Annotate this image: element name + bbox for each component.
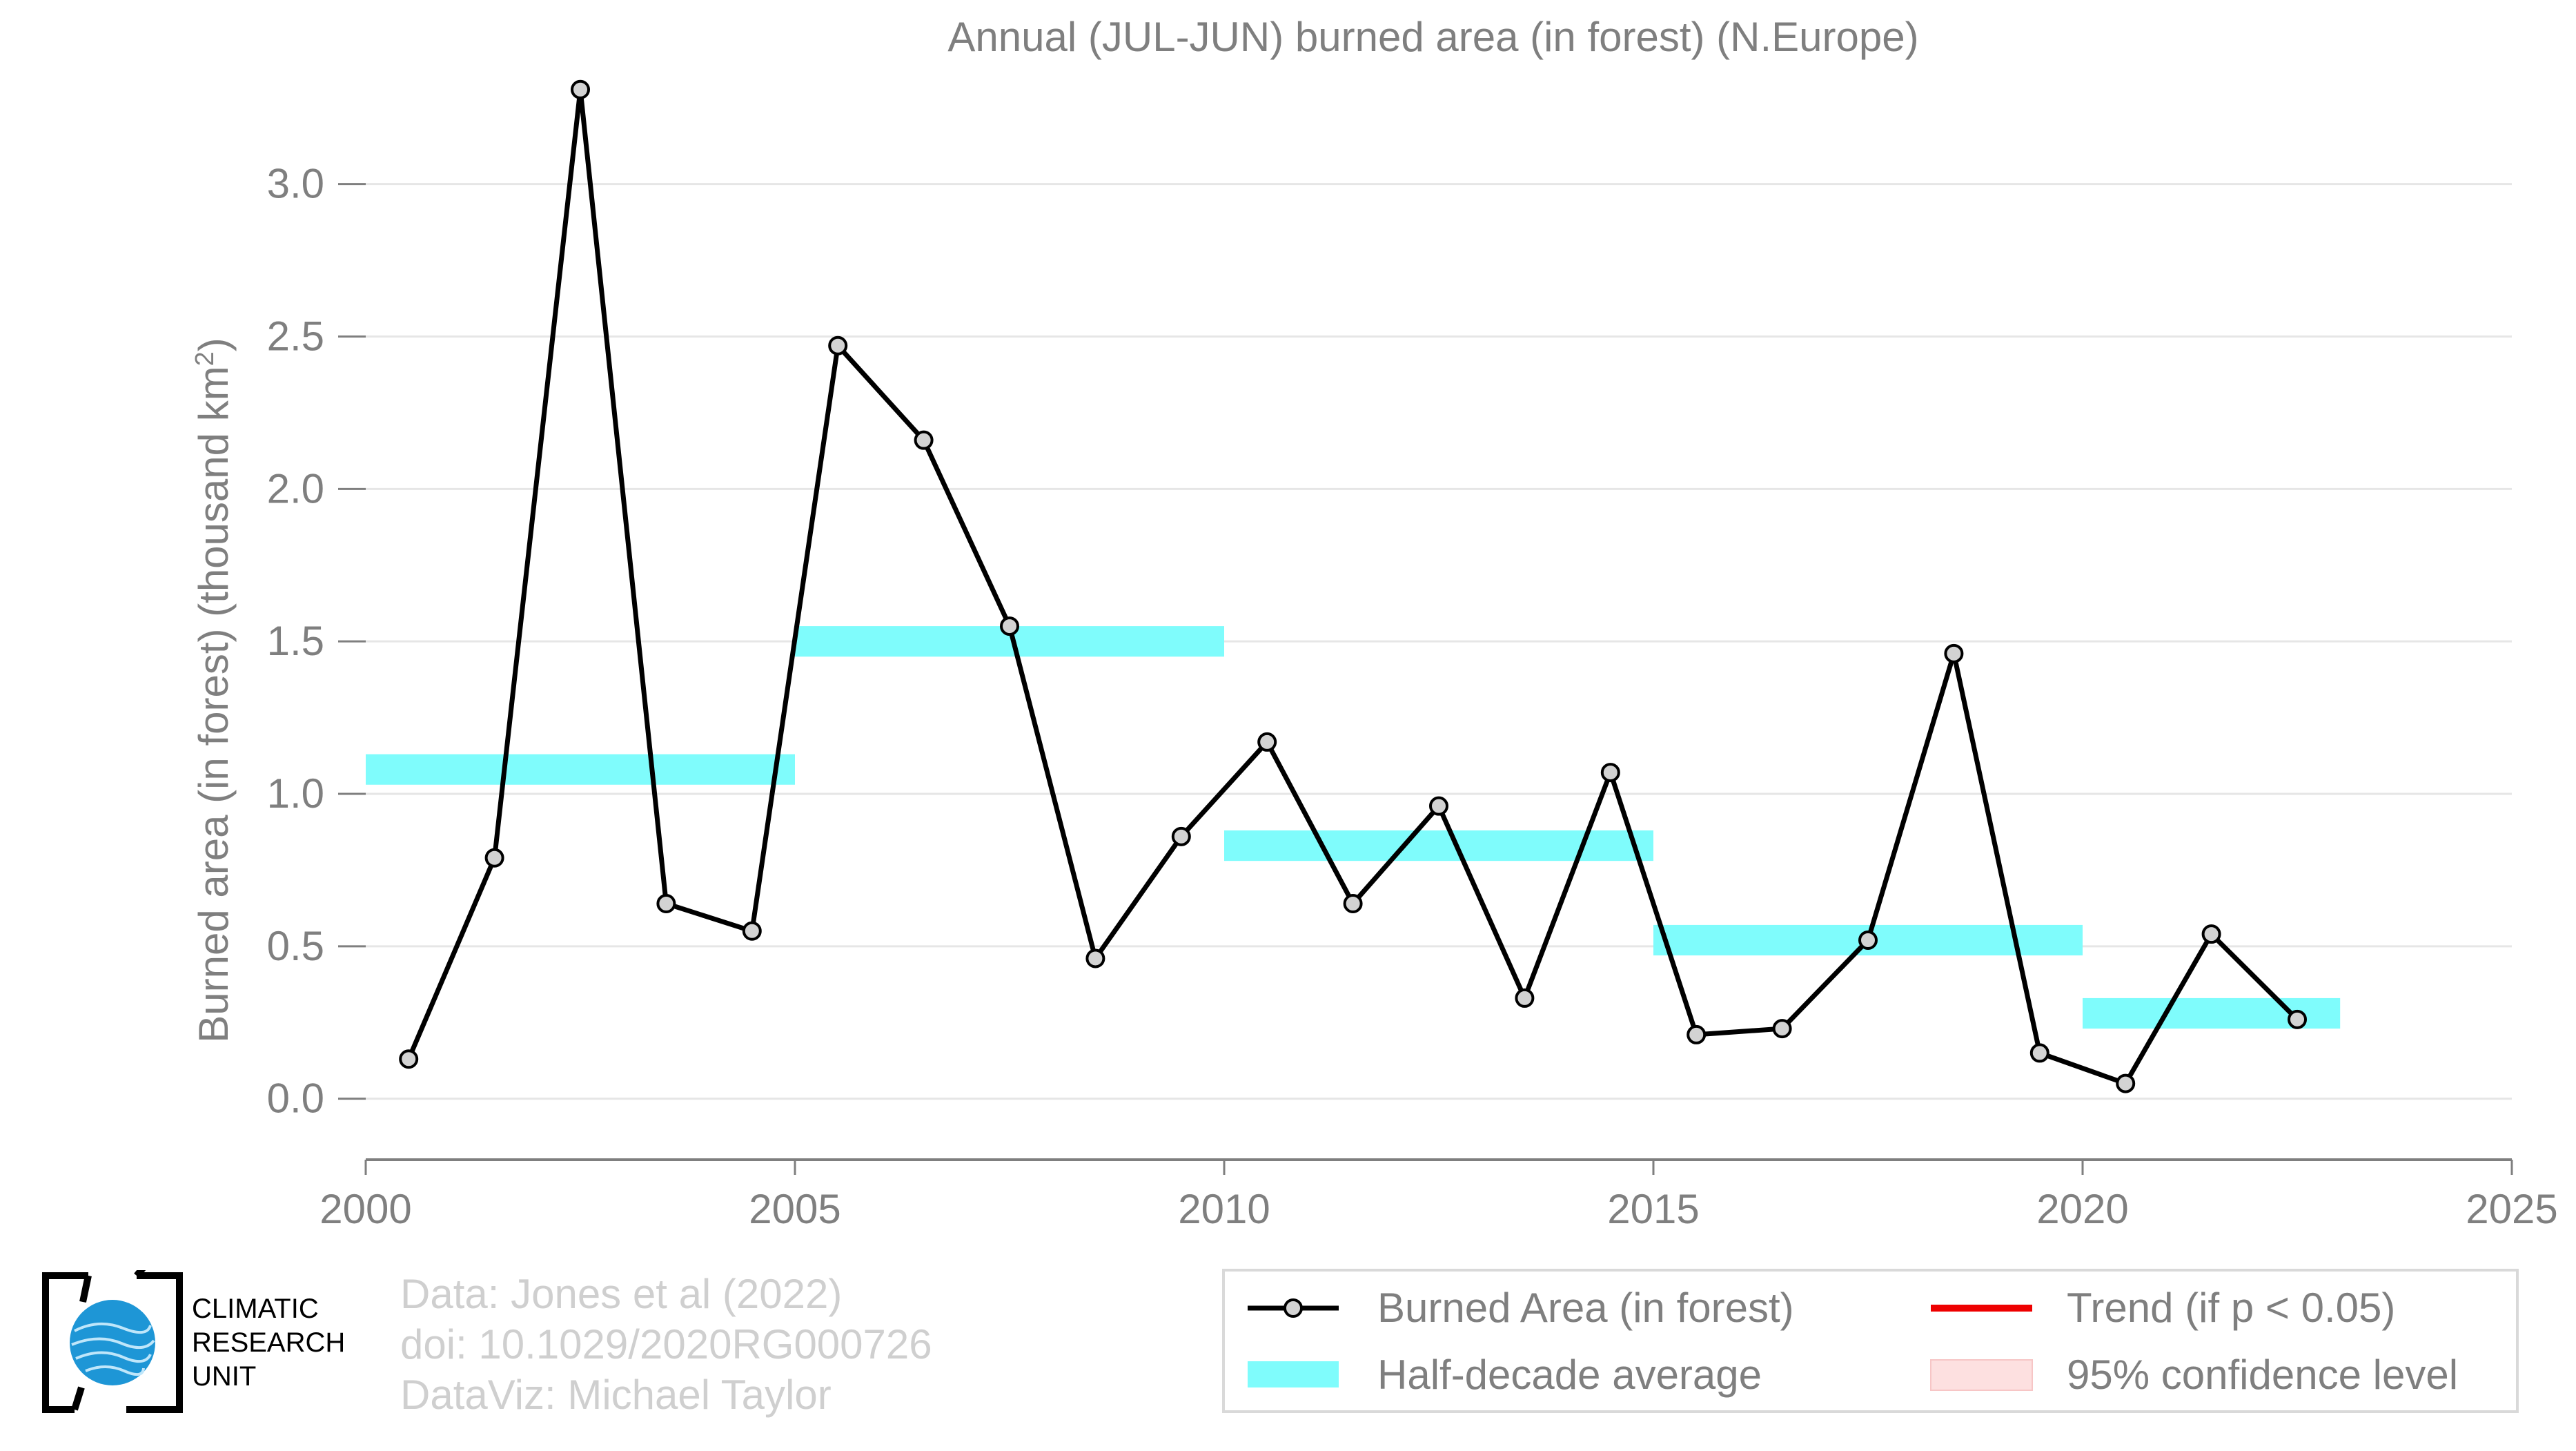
cru-logo-mark xyxy=(42,1270,183,1413)
axes: 0.0 0.5 1.0 1.5 2.0 2.5 3.0 2000 2005 2010 2015 202… xyxy=(267,161,2558,1232)
y-tick-label: 0.0 xyxy=(267,1075,324,1122)
legend-line-marker-point xyxy=(1284,1298,1303,1318)
legend-label-burned-area: Burned Area (in forest) xyxy=(1377,1285,1794,1331)
legend-frame xyxy=(1222,1269,2519,1413)
legend-label-confidence: 95% confidence level xyxy=(2067,1352,2458,1398)
data-point xyxy=(1257,732,1277,752)
y-axis-label-close: ) xyxy=(190,338,237,351)
half-decade-bands xyxy=(366,626,2341,1029)
x-tick-label: 2010 xyxy=(1178,1186,1270,1232)
legend-half-decade-swatch xyxy=(1248,1361,1339,1387)
chart-title: Annual (JUL-JUN) burned area (in forest)… xyxy=(947,14,1918,60)
data-point xyxy=(2201,924,2221,944)
y-tick-label: 1.5 xyxy=(267,618,324,664)
credit-dataviz: DataViz: Michael Taylor xyxy=(400,1372,832,1418)
x-tick-label: 2000 xyxy=(319,1186,411,1232)
y-tick-label: 3.0 xyxy=(267,161,324,207)
data-point xyxy=(656,894,676,913)
y-tick-label: 0.5 xyxy=(267,923,324,969)
data-point xyxy=(1687,1024,1707,1044)
legend-label-half-decade: Half-decade average xyxy=(1377,1352,1762,1398)
data-point xyxy=(1944,643,1964,663)
cru-logo-line2: RESEARCH xyxy=(192,1327,346,1358)
data-point xyxy=(1085,948,1105,968)
x-tick-label: 2005 xyxy=(749,1186,840,1232)
data-point xyxy=(399,1049,419,1069)
cru-logo-line3: UNIT xyxy=(192,1361,257,1392)
legend: Burned Area (in forest) Trend (if p < 0.… xyxy=(1222,1269,2519,1413)
x-tick-label: 2015 xyxy=(1607,1186,1699,1232)
data-point xyxy=(1343,894,1363,913)
data-point xyxy=(742,921,762,941)
y-axis-label-main: Burned area (in forest) (thousand km xyxy=(190,366,237,1042)
data-point xyxy=(1429,796,1448,816)
data-point xyxy=(484,848,504,868)
x-tick-label: 2020 xyxy=(2036,1186,2128,1232)
y-tick-label: 2.0 xyxy=(267,465,324,512)
half-decade-band xyxy=(366,754,795,785)
series-burned-area xyxy=(399,79,2307,1093)
grid-lines xyxy=(366,183,2512,1100)
credit-data-source: Data: Jones et al (2022) xyxy=(400,1271,843,1317)
cru-logo: CLIMATIC RESEARCH UNIT xyxy=(40,1270,364,1415)
y-axis-label-superscript: 2 xyxy=(190,351,219,366)
data-point xyxy=(1772,1019,1792,1039)
y-tick-label: 1.0 xyxy=(267,770,324,817)
data-point xyxy=(2116,1073,2136,1093)
legend-confidence-swatch xyxy=(1930,1359,2033,1391)
data-point xyxy=(828,335,848,356)
data-point xyxy=(1515,988,1535,1008)
y-tick-label: 2.5 xyxy=(267,313,324,360)
cru-logo-line1: CLIMATIC xyxy=(192,1294,319,1324)
legend-label-trend: Trend (if p < 0.05) xyxy=(2067,1285,2395,1331)
data-point xyxy=(914,430,934,450)
series-line xyxy=(406,87,2299,1087)
data-point xyxy=(2288,1009,2307,1029)
data-point xyxy=(1858,931,1878,950)
data-point xyxy=(1000,616,1019,636)
y-axis-label: Burned area (in forest) (thousand km2) xyxy=(190,338,237,1043)
x-tick-label: 2025 xyxy=(2466,1186,2557,1232)
data-point xyxy=(571,79,590,99)
data-point xyxy=(1600,763,1620,783)
cru-logo-text: CLIMATIC RESEARCH UNIT xyxy=(192,1292,345,1394)
data-point xyxy=(2029,1043,2049,1063)
credit-doi: doi: 10.1029/2020RG000726 xyxy=(400,1321,932,1367)
credits: Data: Jones et al (2022) doi: 10.1029/20… xyxy=(400,1269,932,1420)
data-point xyxy=(1171,826,1191,846)
